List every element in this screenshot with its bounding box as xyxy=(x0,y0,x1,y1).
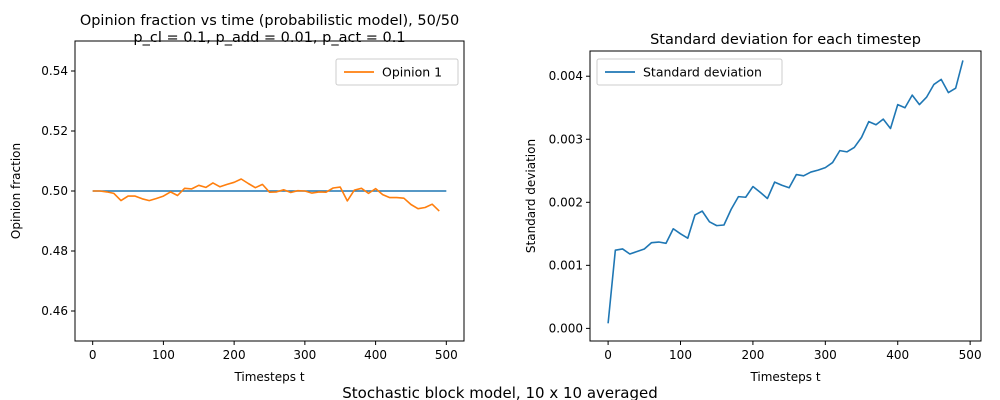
chart-1-series-line-2 xyxy=(92,178,440,212)
chart-2-legend: Standard deviation xyxy=(596,58,783,86)
chart-2-x-tick-label-2: 200 xyxy=(741,348,764,362)
chart-2-x-tick-label-5: 500 xyxy=(959,348,982,362)
chart-1-y-tick-label-1: 0.48 xyxy=(41,244,68,258)
chart-1-x-tick-label-4: 400 xyxy=(364,348,387,362)
chart-2-series-line-1 xyxy=(607,60,964,324)
chart-2-y-tick-label-2: 0.002 xyxy=(549,195,583,209)
chart-1-x-tick-label-2: 200 xyxy=(223,348,246,362)
chart-1-title-line-2: p_cl = 0.1, p_add = 0.01, p_act = 0.1 xyxy=(133,30,405,46)
chart-2-y-axis-label: Standard deviation xyxy=(524,139,538,253)
chart-1-legend-box xyxy=(335,58,459,86)
chart-1-y-axis-label: Opinion fraction xyxy=(9,143,23,239)
chart-2-x-tick-label-1: 100 xyxy=(669,348,692,362)
chart-2: Standard deviation for each timestep 0 100… xyxy=(524,32,982,384)
chart-1-x-tick-label-5: 500 xyxy=(435,348,458,362)
chart-2-y-tick-label-3: 0.003 xyxy=(549,132,583,146)
chart-1: Opinion fraction vs time (probabilistic … xyxy=(9,13,465,384)
chart-2-y-tick-label-1: 0.001 xyxy=(549,258,583,272)
chart-1-y-tick-label-3: 0.52 xyxy=(41,124,68,138)
chart-2-x-tick-label-3: 300 xyxy=(814,348,837,362)
chart-2-x-tick-label-4: 400 xyxy=(886,348,909,362)
chart-1-x-tick-label-0: 0 xyxy=(89,348,97,362)
chart-1-legend-label-1: Opinion 1 xyxy=(382,65,442,80)
chart-1-x-tick-label-3: 300 xyxy=(293,348,316,362)
chart-1-y-tick-label-2: 0.50 xyxy=(41,184,68,198)
chart-2-legend-label-1: Standard deviation xyxy=(643,65,762,80)
figure-suptitle: Stochastic block model, 10 x 10 averaged xyxy=(342,384,658,400)
chart-1-title-line-1: Opinion fraction vs time (probabilistic … xyxy=(80,13,459,29)
chart-2-x-axis-label: Timesteps t xyxy=(749,370,820,384)
chart-1-x-tick-label-1: 100 xyxy=(152,348,175,362)
chart-1-y-tick-label-4: 0.54 xyxy=(41,64,68,78)
chart-2-legend-box xyxy=(596,58,783,86)
chart-2-title-line-1: Standard deviation for each timestep xyxy=(650,32,921,48)
chart-2-y-tick-label-0: 0.000 xyxy=(549,321,583,335)
chart-1-y-tick-label-0: 0.46 xyxy=(41,304,68,318)
chart-2-y-tick-label-4: 0.004 xyxy=(549,69,583,83)
chart-1-legend: Opinion 1 xyxy=(335,58,459,86)
chart-1-x-axis-label: Timesteps t xyxy=(233,370,304,384)
chart-2-axes-frame xyxy=(589,50,982,342)
chart-2-x-tick-label-0: 0 xyxy=(604,348,612,362)
